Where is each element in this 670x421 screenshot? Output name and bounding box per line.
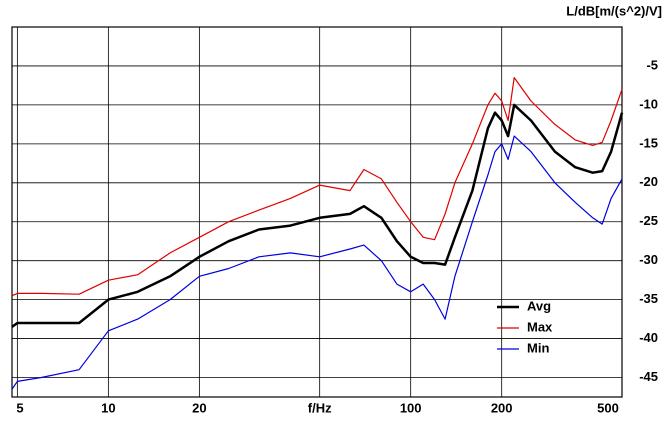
y-tick-label: -5 [646, 57, 658, 72]
y-axis-label: L/dB[m/(s^2)/V] [566, 3, 662, 18]
x-tick-label: 100 [400, 400, 422, 415]
x-tick-label: 5 [16, 400, 23, 415]
series-line [11, 135, 623, 390]
legend-label: Max [527, 319, 553, 334]
legend-label: Avg [527, 298, 551, 313]
x-tick-label: 500 [597, 400, 619, 415]
x-tick-label: 10 [101, 400, 115, 415]
y-tick-label: -15 [639, 135, 658, 150]
series-line [11, 77, 623, 297]
series-line [11, 103, 624, 328]
y-tick-label: -40 [639, 330, 658, 345]
y-tick-label: -45 [639, 369, 658, 384]
plot-frame [11, 26, 623, 398]
x-tick-label: 20 [192, 400, 206, 415]
x-tick-label: f/Hz [308, 400, 332, 415]
y-tick-label: -25 [639, 213, 658, 228]
y-tick-label: -10 [639, 96, 658, 111]
x-tick-label: 200 [491, 400, 513, 415]
y-tick-label: -20 [639, 174, 658, 189]
legend-label: Min [527, 340, 549, 355]
y-tick-label: -35 [639, 291, 658, 306]
y-tick-label: -30 [639, 252, 658, 267]
